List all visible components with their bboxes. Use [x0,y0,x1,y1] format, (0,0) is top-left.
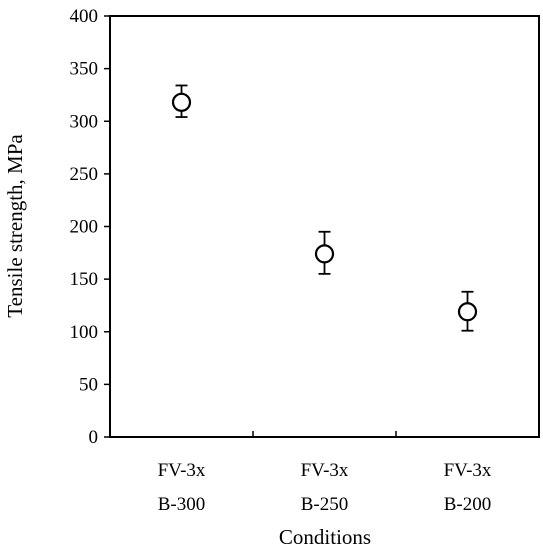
data-point [314,244,335,264]
y-axis-title: Tensile strength, MPa [3,134,27,318]
y-axis: 0 50 100 150 200 250 300 350 400 [70,6,110,448]
x-tick-label: B-200 [444,494,492,515]
x-tick-label: FV-3x [301,460,349,481]
x-axis-title: Conditions [279,525,371,549]
x-tick-label: FV-3x [158,460,206,481]
y-tick-label: 200 [70,217,99,238]
y-tick-label: 100 [70,322,99,343]
x-axis: FV-3x B-300 FV-3x B-250 FV-3x B-200 [158,431,492,515]
data-point [171,92,192,112]
y-tick-label: 300 [70,111,99,132]
data-point [457,302,478,322]
y-tick-label: 150 [70,269,99,290]
x-tick-label: FV-3x [444,460,492,481]
y-tick-label: 0 [89,427,99,448]
plot-frame [109,15,540,438]
data-points [171,84,478,332]
x-tick-label: B-250 [301,494,349,515]
y-tick-label: 350 [70,59,99,80]
plot-area [109,15,540,438]
y-tick-label: 250 [70,164,99,185]
y-tick-label: 50 [79,374,98,395]
x-tick-label: B-300 [158,494,206,515]
y-tick-label: 400 [70,6,99,27]
